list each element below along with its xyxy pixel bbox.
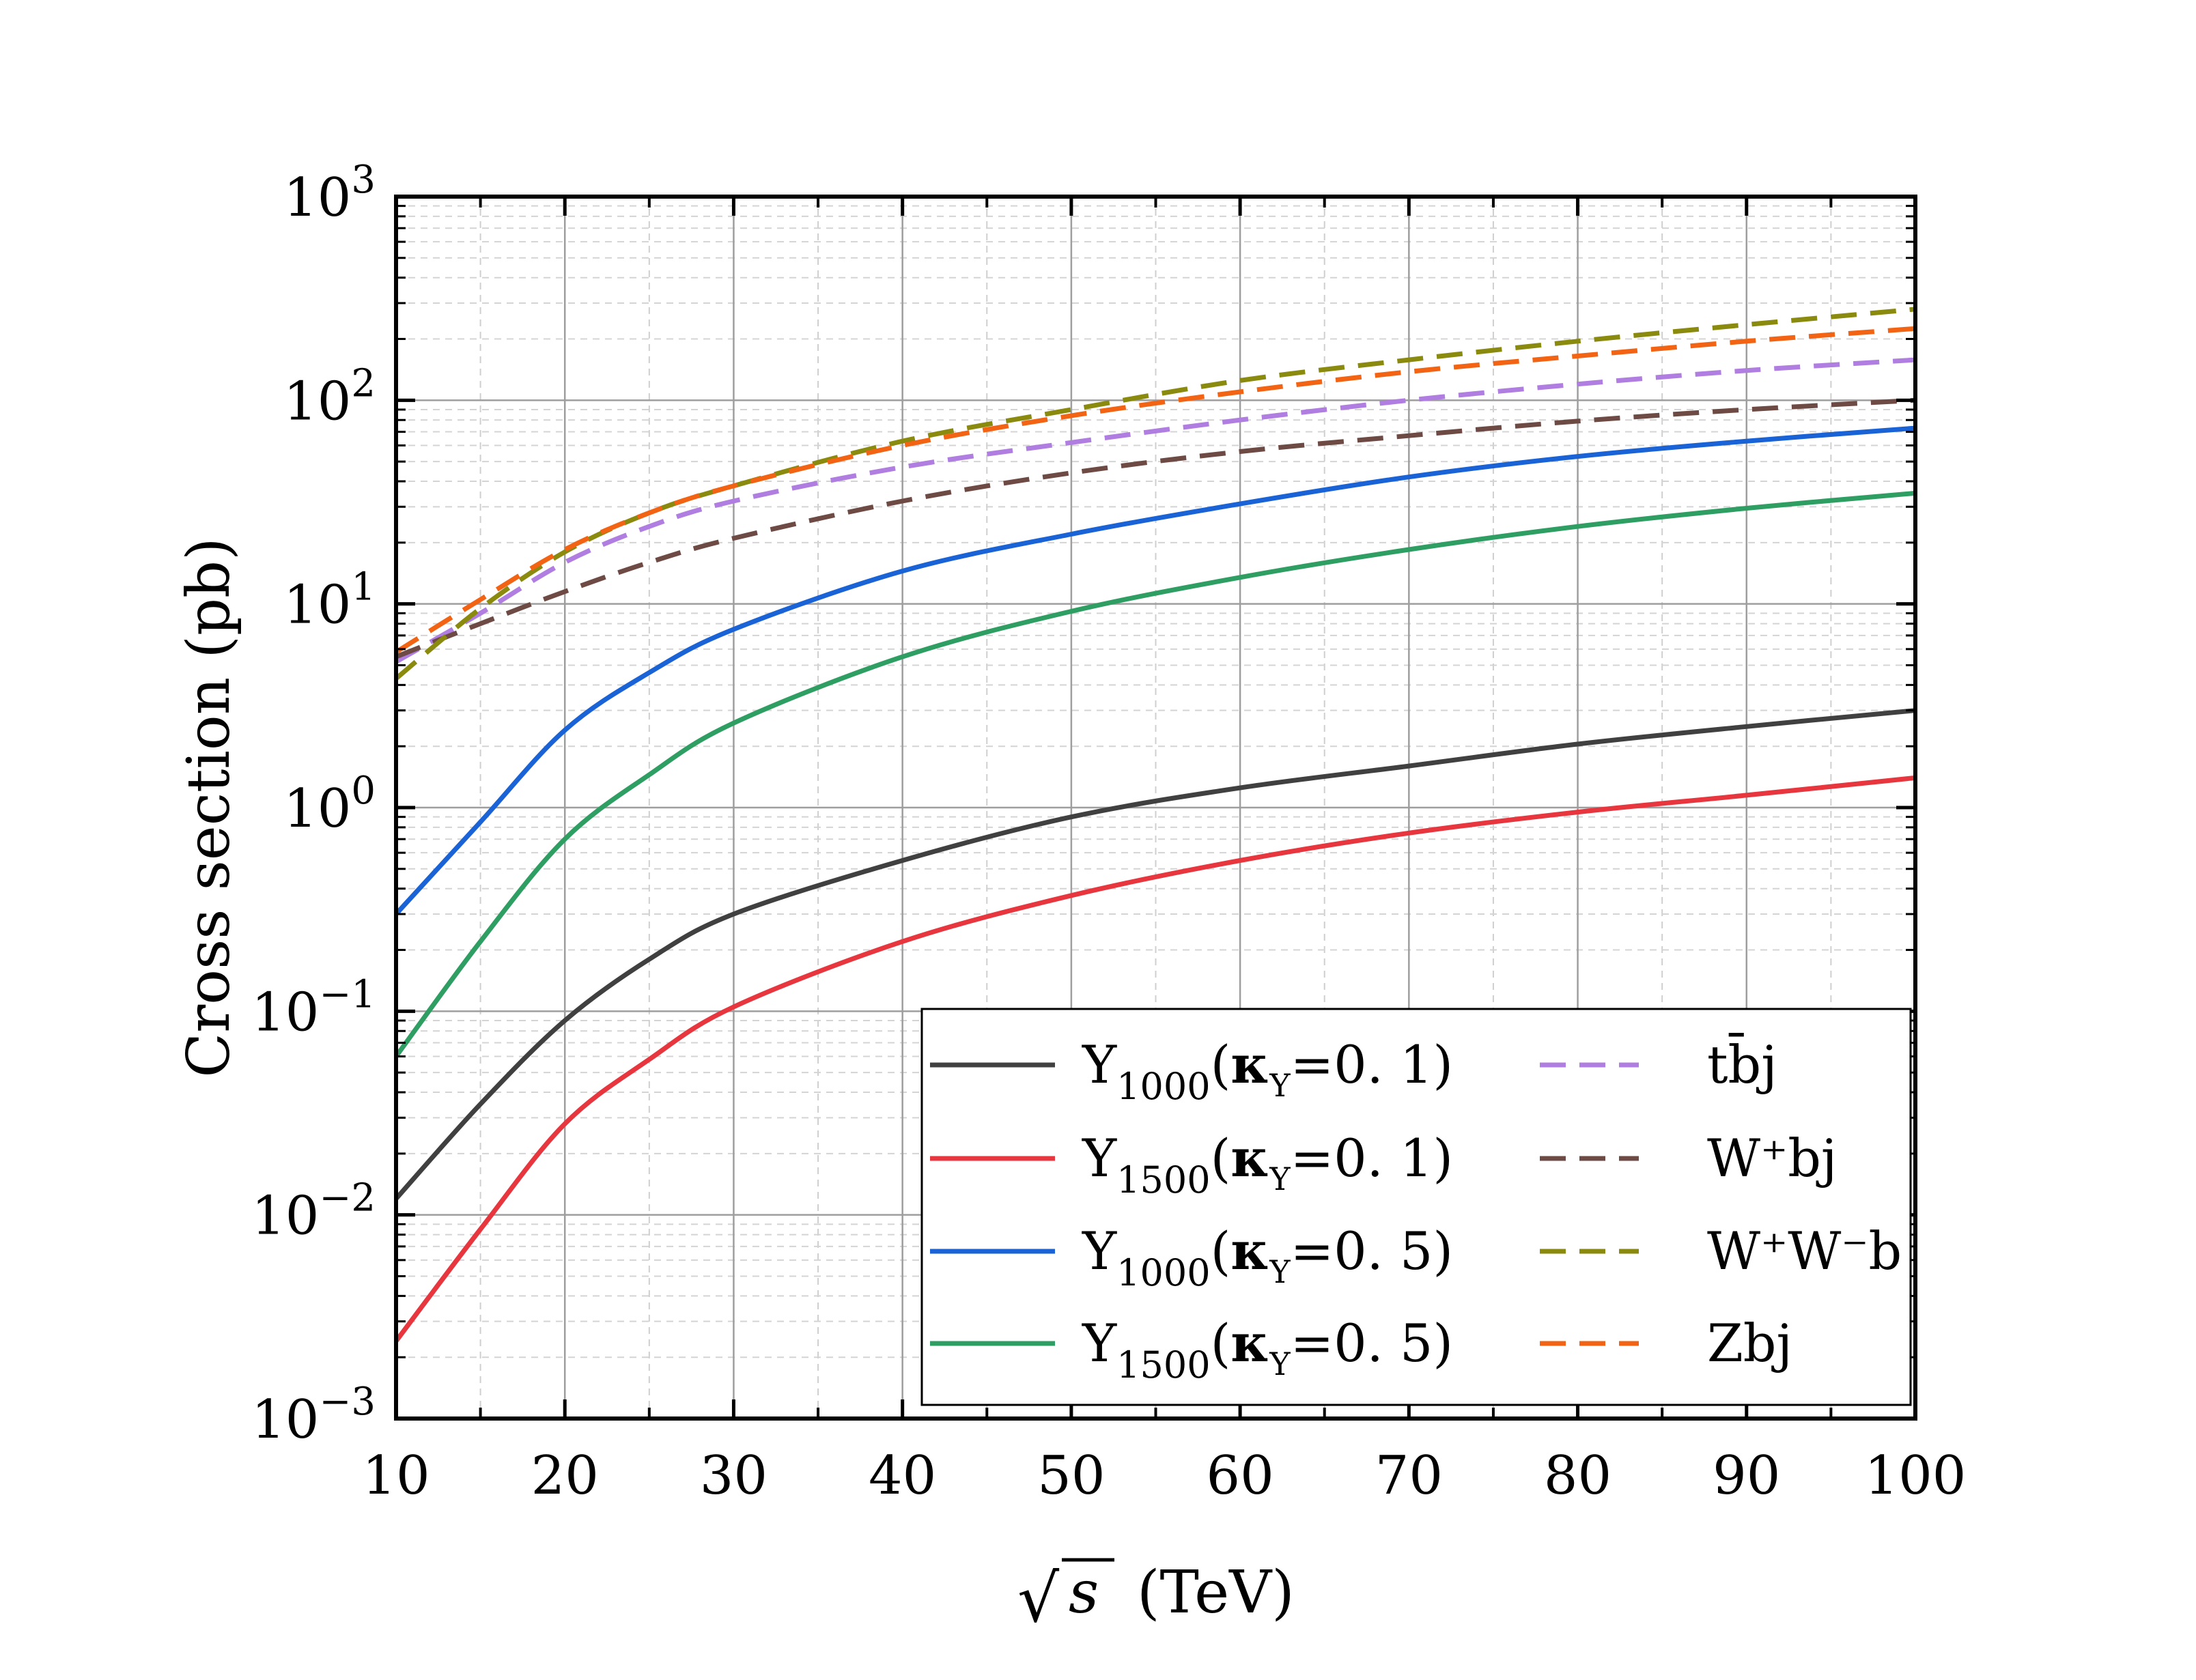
legend-label-3: Y1500(κY=0. 5) — [1082, 1313, 1453, 1386]
legend-entries: Y1000(κY=0. 1) Y1500(κY=0. 1) Y1000(κY=0. … — [930, 1032, 1902, 1386]
y-tick-label: 10−3 — [251, 1380, 376, 1451]
legend-label-5: W⁺bj — [1707, 1128, 1837, 1188]
y-axis-label: Cross section (pb) — [175, 537, 243, 1077]
legend-box — [920, 1008, 1912, 1406]
x-tick-label: 40 — [869, 1445, 936, 1507]
x-tick-label: 10 — [362, 1445, 430, 1507]
x-axis-label: √ s (TeV) — [1017, 1558, 1295, 1637]
series-line-6 — [394, 307, 1916, 681]
x-tick-label: 70 — [1375, 1445, 1443, 1507]
x-tick-label: 50 — [1037, 1445, 1105, 1507]
y-tick-label: 101 — [283, 565, 376, 636]
x-tick-label: 100 — [1865, 1445, 1967, 1507]
legend-label-6: W⁺W⁻b — [1707, 1221, 1902, 1281]
x-axis-label-unit: (TeV) — [1137, 1558, 1295, 1627]
y-tick-label: 102 — [283, 361, 376, 432]
x-axis-label-var: s — [1069, 1558, 1099, 1627]
y-tick-label: 10−1 — [251, 972, 376, 1043]
y-tick-label: 103 — [283, 158, 376, 229]
series-line-2 — [394, 425, 1916, 916]
legend-label-7: Zbj — [1707, 1313, 1792, 1373]
legend-label-4: tb̄j — [1707, 1032, 1777, 1095]
series-line-7 — [395, 326, 1916, 655]
series-line-1 — [394, 775, 1916, 1343]
x-tick-label: 60 — [1206, 1445, 1273, 1507]
series-line-3 — [394, 490, 1916, 1058]
legend-label-2: Y1000(κY=0. 5) — [1082, 1221, 1453, 1294]
legend-label-0: Y1000(κY=0. 1) — [1082, 1034, 1453, 1108]
y-tick-label: 100 — [283, 769, 376, 840]
series-line-0 — [394, 708, 1916, 1201]
label-layer: 10 20 30 40 50 60 70 80 90 100 10−3 10−2 10−1 100 101 1… — [251, 158, 1966, 1507]
x-tick-label: 80 — [1544, 1445, 1611, 1507]
y-tick-label: 10−2 — [251, 1176, 376, 1247]
tick-layer — [394, 195, 1917, 1421]
legend-label-1: Y1500(κY=0. 1) — [1082, 1128, 1453, 1201]
legend: Y1000(κY=0. 1) Y1500(κY=0. 1) Y1000(κY=0. … — [920, 1008, 1912, 1406]
x-axis-label-root: √ — [1017, 1561, 1060, 1637]
series-line-4 — [395, 357, 1916, 664]
x-tick-label: 90 — [1713, 1445, 1780, 1507]
series-layer — [394, 307, 1916, 1343]
x-tick-label: 20 — [531, 1445, 599, 1507]
x-tick-label: 30 — [700, 1445, 768, 1507]
